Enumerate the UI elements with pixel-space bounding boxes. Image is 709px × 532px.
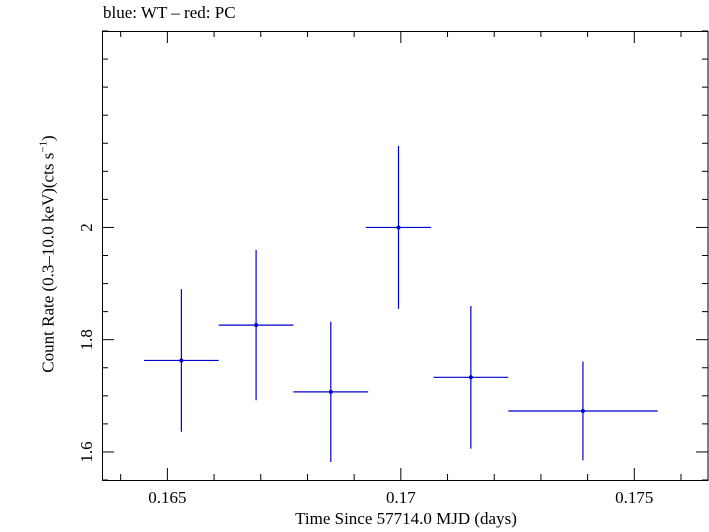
tick-labels: 0.165 0.17 0.175 1.6 1.8 2 (77, 223, 654, 507)
x-tick-label: 0.17 (386, 488, 416, 507)
x-tick-label: 0.165 (148, 488, 186, 507)
x-axis-label: Time Since 57714.0 MJD (days) (295, 509, 517, 528)
chart-title: blue: WT – red: PC (103, 3, 236, 22)
y-tick-label: 2 (77, 223, 96, 232)
axis-ticks (102, 30, 708, 481)
point-marker (254, 323, 259, 328)
y-axis-label-main: Count Rate (0.3–10.0 keV)(cts s (38, 152, 58, 373)
point-marker (179, 358, 184, 363)
point-marker (580, 408, 585, 413)
point-marker (468, 375, 473, 380)
data-point (218, 249, 294, 401)
plot-frame (102, 31, 709, 481)
y-axis-label: Count Rate (0.3–10.0 keV)(cts s−1) (38, 135, 59, 372)
y-axis-label-close: ) (38, 135, 58, 141)
data-point (293, 321, 369, 463)
data-point (365, 146, 432, 309)
x-tick-label: 0.175 (615, 488, 653, 507)
data-point (508, 361, 658, 461)
point-marker (328, 389, 333, 394)
y-tick-label: 1.6 (77, 441, 96, 462)
y-tick-label: 1.8 (77, 329, 96, 350)
y-axis-label-exponent: −1 (37, 140, 50, 153)
data-points (144, 146, 658, 463)
data-point (433, 306, 509, 449)
point-marker (396, 225, 401, 230)
data-point (144, 289, 219, 432)
